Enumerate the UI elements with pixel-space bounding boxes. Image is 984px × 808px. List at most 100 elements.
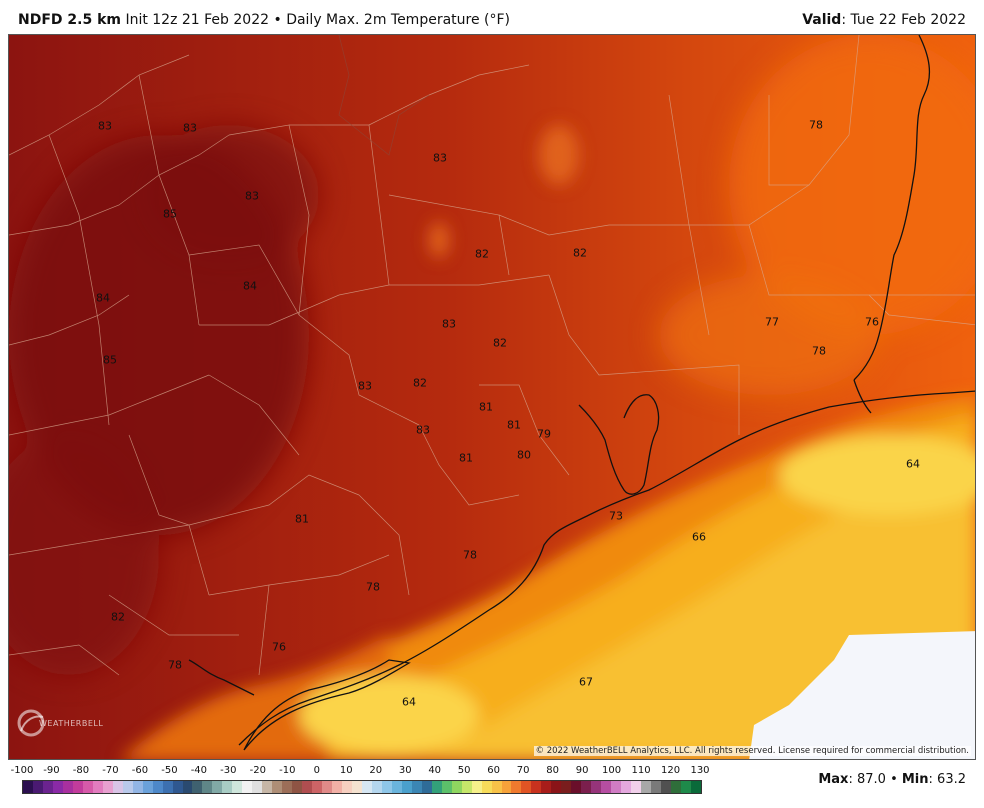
product-name: Daily Max. 2m Temperature (°F)	[286, 12, 511, 28]
legend-swatch	[471, 781, 482, 793]
legend-swatch	[42, 781, 53, 793]
legend-swatch	[302, 781, 313, 793]
legend-tick-label: 70	[516, 765, 530, 776]
weatherbell-logo: WEATHERBELL	[15, 705, 105, 739]
copyright-notice: © 2022 WeatherBELL Analytics, LLC. All r…	[533, 746, 971, 756]
temperature-label: 83	[183, 121, 197, 135]
legend-swatch	[531, 781, 542, 793]
legend-swatch	[322, 781, 333, 793]
legend-swatch	[571, 781, 582, 793]
title-separator: •	[273, 12, 282, 28]
legend-swatch	[232, 781, 243, 793]
temperature-label: 84	[96, 291, 110, 305]
legend-swatch	[670, 781, 681, 793]
temperature-label: 73	[609, 509, 623, 523]
valid-label: Valid	[802, 12, 842, 28]
logo-text: WEATHERBELL	[39, 719, 104, 728]
temperature-label: 82	[475, 247, 489, 261]
legend-swatch	[421, 781, 432, 793]
legend-swatch	[391, 781, 402, 793]
temperature-label: 84	[243, 279, 257, 293]
temperature-label: 76	[865, 315, 879, 329]
legend-swatch	[631, 781, 642, 793]
legend-swatch	[621, 781, 632, 793]
legend-swatch	[451, 781, 462, 793]
min-label: Min	[901, 772, 929, 787]
temperature-label: 85	[103, 353, 117, 367]
coastline	[188, 35, 975, 751]
legend-swatch	[561, 781, 572, 793]
legend-swatch	[132, 781, 143, 793]
legend-swatch	[481, 781, 492, 793]
legend-swatch	[461, 781, 472, 793]
legend-tick-label: 40	[428, 765, 442, 776]
legend-swatch	[511, 781, 522, 793]
temperature-label: 78	[463, 548, 477, 562]
legend-swatch	[292, 781, 303, 793]
legend-swatch	[491, 781, 502, 793]
legend-swatch	[192, 781, 203, 793]
temperature-label: 82	[111, 610, 125, 624]
temperature-label: 83	[442, 317, 456, 331]
legend-swatch	[342, 781, 352, 793]
model-name: NDFD 2.5 km	[18, 12, 121, 28]
legend-swatch	[371, 781, 382, 793]
temperature-label: 83	[433, 151, 447, 165]
legend-swatch	[690, 781, 701, 793]
legend-swatch	[92, 781, 103, 793]
map-title: NDFD 2.5 km Init 12z 21 Feb 2022 • Daily…	[18, 12, 510, 28]
legend-swatch	[411, 781, 422, 793]
legend-swatch	[102, 781, 113, 793]
legend-swatch	[641, 781, 652, 793]
legend-tick-label: 50	[457, 765, 471, 776]
temperature-label: 78	[812, 344, 826, 358]
legend-swatch	[312, 781, 323, 793]
legend-swatch	[501, 781, 512, 793]
legend-swatch	[381, 781, 392, 793]
temperature-label: 79	[537, 427, 551, 441]
legend-tick-labels: -100 -90 -80 -70 -60 -50 -40 -30 -20 -10 0 10 20 30 40…	[0, 765, 984, 779]
legend-color-scale	[22, 780, 702, 794]
legend-swatch	[252, 781, 263, 793]
legend-swatch	[361, 781, 372, 793]
county-boundaries	[9, 35, 975, 676]
legend-swatch	[661, 781, 671, 793]
legend-swatch	[32, 781, 43, 793]
legend-swatch	[601, 781, 612, 793]
legend-swatch	[351, 781, 362, 793]
legend-swatch	[242, 781, 253, 793]
legend-swatch	[262, 781, 273, 793]
valid-value: : Tue 22 Feb 2022	[841, 12, 966, 28]
legend-swatch	[162, 781, 173, 793]
legend-swatch	[521, 781, 532, 793]
legend-swatch	[332, 781, 342, 793]
temperature-label: 81	[295, 512, 309, 526]
legend-tick-label: -70	[102, 765, 119, 776]
temperature-label: 85	[163, 207, 177, 221]
legend-swatch	[222, 781, 233, 793]
legend-tick-label: -40	[190, 765, 208, 776]
legend-tick-label: 0	[313, 765, 320, 776]
temperature-label: 78	[809, 118, 823, 132]
legend-swatch	[272, 781, 283, 793]
temperature-map[interactable]: 83 83 83 78 83 85 82 82 84 84 83 77 76 82 78 85 83 82 81 81…	[8, 34, 976, 760]
state-boundary	[338, 35, 430, 156]
max-min-summary: Max: 87.0 • Min: 63.2	[818, 772, 966, 787]
temperature-label: 81	[459, 451, 473, 465]
temperature-label: 81	[507, 418, 521, 432]
legend-swatch	[23, 781, 33, 793]
temperature-label: 81	[479, 400, 493, 414]
color-legend: -100 -90 -80 -70 -60 -50 -40 -30 -20 -10 0 10 20 30 40…	[0, 760, 984, 808]
legend-swatch	[212, 781, 223, 793]
legend-swatch	[541, 781, 552, 793]
legend-swatch	[82, 781, 93, 793]
legend-swatch	[142, 781, 153, 793]
legend-tick-label: -10	[279, 765, 296, 776]
temperature-label: 64	[906, 457, 920, 471]
legend-swatch	[441, 781, 452, 793]
legend-swatch	[172, 781, 183, 793]
temperature-label: 83	[416, 423, 430, 437]
temperature-label: 78	[168, 658, 182, 672]
header: NDFD 2.5 km Init 12z 21 Feb 2022 • Daily…	[0, 0, 984, 34]
no-data-area	[749, 631, 975, 759]
